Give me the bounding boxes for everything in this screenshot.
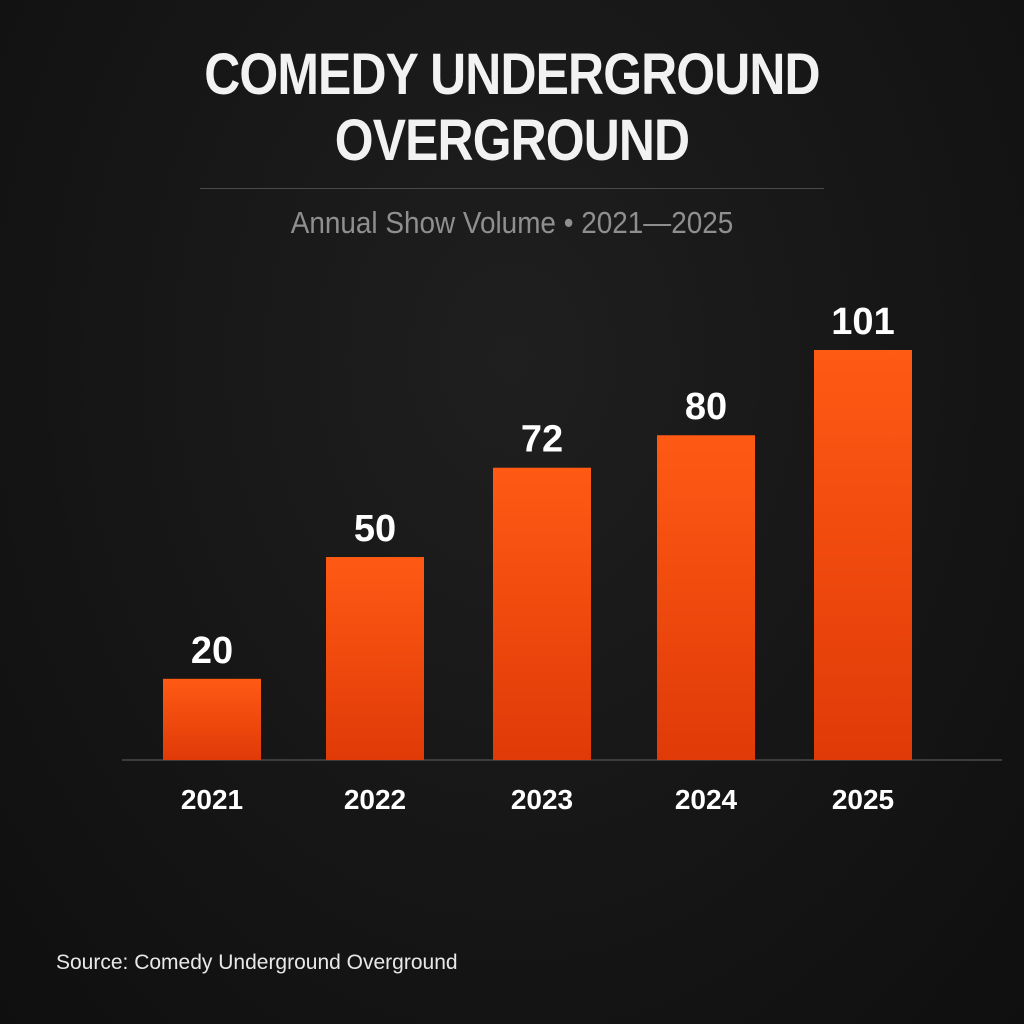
chart-title-line-1: COMEDY UNDERGROUND (204, 42, 820, 107)
title-divider (200, 188, 824, 189)
category-label-2021: 2021 (181, 784, 243, 815)
value-label-2023: 72 (521, 419, 563, 461)
bars-group: 20 2021 50 2022 72 2023 80 2024 101 2025 (163, 301, 912, 815)
category-label-2022: 2022 (344, 784, 406, 815)
value-label-2021: 20 (191, 630, 233, 672)
value-label-2024: 80 (685, 386, 727, 428)
category-label-2025: 2025 (832, 784, 894, 815)
bar-2023 (493, 467, 591, 760)
chart-title: COMEDY UNDERGROUND OVERGROUND (72, 42, 953, 174)
value-label-2022: 50 (354, 508, 396, 550)
category-label-2023: 2023 (511, 784, 573, 815)
chart-subtitle: Annual Show Volume • 2021—2025 (290, 205, 734, 240)
bar-2025 (814, 350, 912, 760)
bar-2024 (657, 435, 755, 760)
bar-2021 (163, 678, 261, 760)
category-label-2024: 2024 (675, 784, 738, 815)
chart-title-line-2: OVERGROUND (334, 108, 690, 173)
source-note: Source: Comedy Underground Overground (56, 951, 458, 974)
value-label-2025: 101 (831, 301, 894, 343)
bar-2022 (326, 557, 424, 760)
